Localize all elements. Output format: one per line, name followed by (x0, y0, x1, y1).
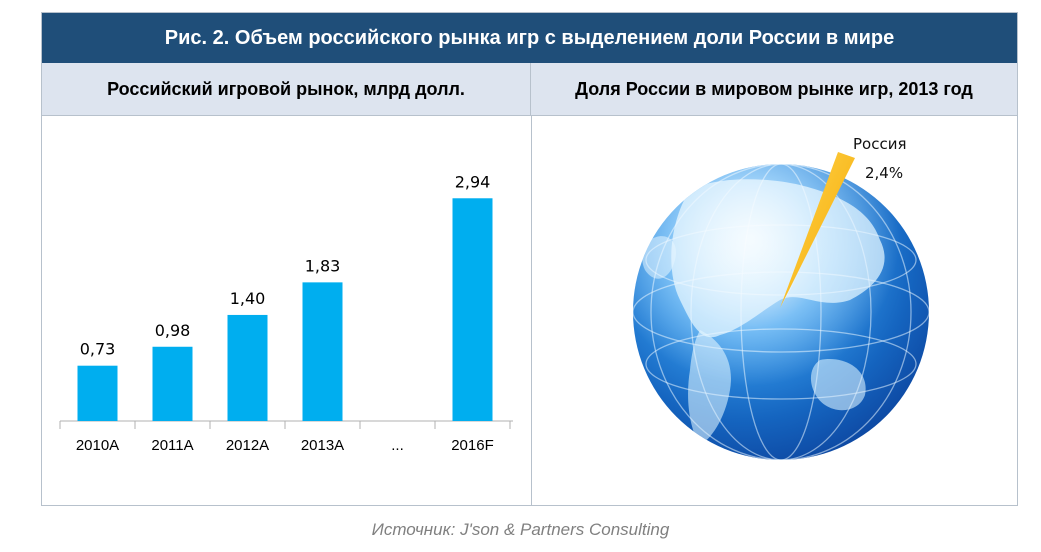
bar-2012A (227, 314, 268, 421)
data-label: 2,94 (455, 172, 491, 191)
bar-chart: 2010A 0,73 2011A 0,98 2012A 1,40 2013A 1,83... 2… (59, 172, 513, 454)
data-label: 1,40 (230, 289, 266, 308)
bar-2011A (152, 346, 193, 421)
data-label: 0,98 (155, 321, 191, 340)
x-tick-label: 2011A (151, 437, 193, 454)
russia-slice-label: 2,4% (865, 164, 903, 182)
x-tick-label: 2016F (451, 437, 494, 454)
bar-2013A (302, 282, 343, 421)
globe-pie-chart (633, 152, 929, 460)
bar-2010A (77, 365, 118, 421)
source-note: Источник: J'son & Partners Consulting (371, 520, 670, 539)
right-panel-title: Доля России в мировом рынке игр, 2013 го… (531, 63, 1017, 116)
panel-divider (531, 116, 532, 505)
russia-slice-name: Россия (853, 135, 907, 153)
x-tick-label: 2010A (76, 437, 119, 454)
figure-title: Рис. 2. Объем российского рынка игр с вы… (42, 13, 1017, 63)
bar-2016F (452, 198, 493, 421)
left-panel-title: Российский игровой рынок, млрд долл. (42, 63, 531, 116)
data-label: 1,83 (305, 256, 341, 275)
globe-shine (633, 164, 929, 460)
data-label: 0,73 (80, 340, 116, 359)
x-tick-label: 2013A (301, 437, 344, 454)
russia-share-wedge (780, 152, 855, 308)
wedge-highlight (780, 270, 800, 308)
x-tick-label: ... (391, 437, 404, 454)
x-tick-label: 2012A (226, 437, 269, 454)
